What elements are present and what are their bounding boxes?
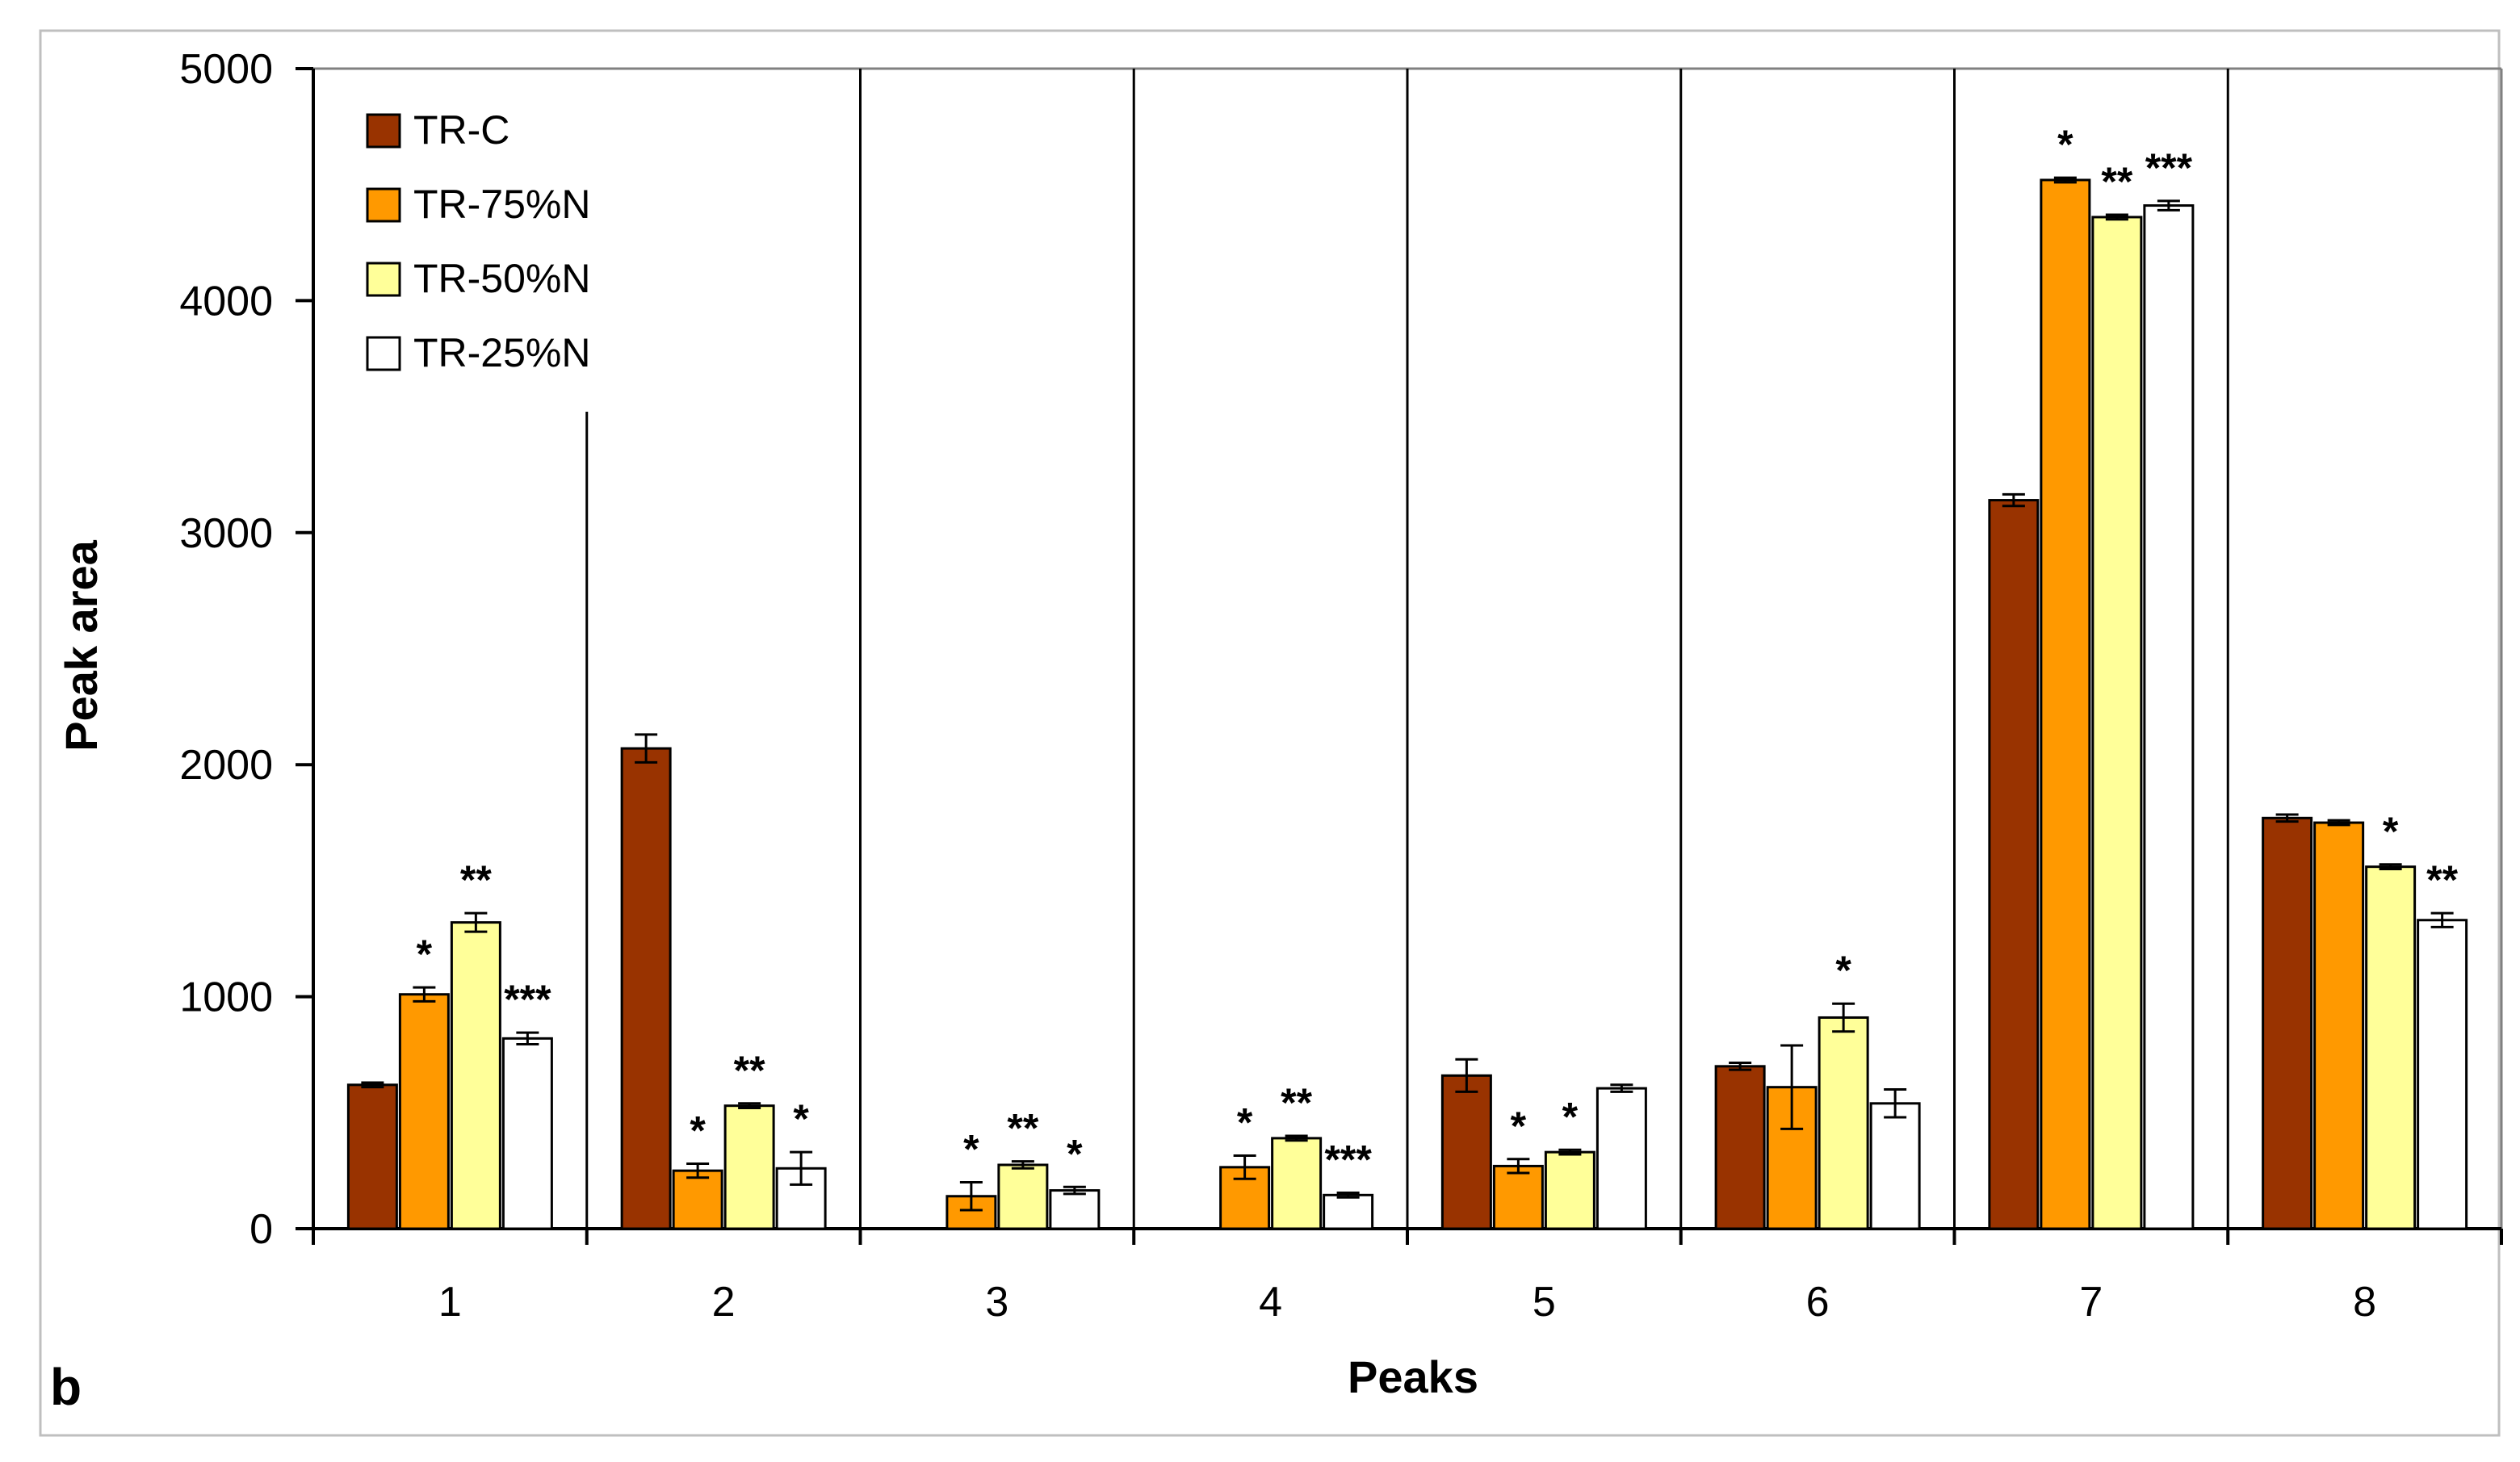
y-tick-label: 0 xyxy=(249,1206,273,1253)
legend-label: TR-C xyxy=(413,107,509,153)
significance-marker: * xyxy=(793,1096,809,1142)
significance-marker: ** xyxy=(1281,1080,1312,1125)
bar xyxy=(2040,178,2091,1230)
legend-label: TR-25%N xyxy=(413,330,590,375)
bar xyxy=(672,1169,723,1230)
bar xyxy=(346,1083,398,1230)
legend-swatch xyxy=(366,113,401,149)
significance-marker: *** xyxy=(504,977,551,1022)
significance-marker: ** xyxy=(1007,1106,1038,1151)
bar xyxy=(2091,216,2143,1230)
legend-label: TR-75%N xyxy=(413,182,590,227)
bar xyxy=(450,921,501,1230)
y-tick-label: 3000 xyxy=(179,510,273,557)
x-tick-label: 1 xyxy=(438,1279,462,1326)
bar xyxy=(620,747,672,1230)
bar xyxy=(1440,1074,1492,1230)
panel-label: b xyxy=(50,1358,82,1416)
bar xyxy=(1049,1189,1101,1230)
significance-marker: * xyxy=(1562,1094,1579,1139)
significance-marker: * xyxy=(1835,948,1851,993)
x-tick-label: 3 xyxy=(985,1279,1008,1326)
x-tick-label: 2 xyxy=(712,1279,736,1326)
x-tick-label: 5 xyxy=(1533,1279,1556,1326)
y-tick-label: 5000 xyxy=(179,46,273,93)
significance-marker: * xyxy=(1237,1100,1253,1145)
significance-marker: ** xyxy=(734,1048,765,1093)
x-tick-label: 6 xyxy=(1806,1279,1830,1326)
significance-marker: * xyxy=(690,1108,706,1154)
legend-swatch xyxy=(366,336,401,371)
bar xyxy=(723,1104,775,1230)
legend-swatch xyxy=(366,187,401,223)
bar xyxy=(997,1163,1049,1230)
bar xyxy=(1869,1102,1921,1230)
x-axis-label: Peaks xyxy=(1348,1351,1478,1402)
x-tick-label: 7 xyxy=(2079,1279,2103,1326)
bar xyxy=(1714,1065,1766,1230)
legend-label: TR-50%N xyxy=(413,256,590,301)
significance-marker: * xyxy=(1067,1131,1083,1176)
significance-marker: * xyxy=(417,932,433,977)
bar xyxy=(1271,1137,1323,1230)
significance-marker: * xyxy=(1511,1104,1527,1149)
bar xyxy=(1988,499,2040,1230)
significance-marker: *** xyxy=(2145,145,2193,191)
significance-marker: ** xyxy=(460,857,492,903)
significance-marker: * xyxy=(963,1127,979,1172)
bar xyxy=(1544,1150,1595,1230)
y-axis-label: Peak area xyxy=(56,539,107,751)
significance-marker: * xyxy=(2057,122,2073,167)
bar xyxy=(1595,1087,1647,1230)
bar xyxy=(501,1037,553,1230)
bar xyxy=(398,993,450,1230)
bar xyxy=(2262,816,2313,1230)
y-tick-label: 1000 xyxy=(179,974,273,1021)
significance-marker: ** xyxy=(2101,159,2132,204)
x-tick-label: 8 xyxy=(2353,1279,2376,1326)
significance-marker: * xyxy=(2383,809,2399,854)
bar xyxy=(2313,821,2365,1230)
bar xyxy=(1323,1193,1374,1230)
significance-marker: *** xyxy=(1324,1137,1372,1182)
bar xyxy=(2365,865,2417,1230)
bar xyxy=(1492,1164,1544,1230)
bar xyxy=(1818,1016,1869,1230)
x-tick-label: 4 xyxy=(1259,1279,1282,1326)
y-tick-label: 4000 xyxy=(179,278,273,325)
bar xyxy=(2143,204,2195,1230)
y-tick-label: 2000 xyxy=(179,742,273,789)
significance-marker: ** xyxy=(2426,857,2458,903)
legend-swatch xyxy=(366,262,401,297)
bar xyxy=(2417,919,2468,1230)
